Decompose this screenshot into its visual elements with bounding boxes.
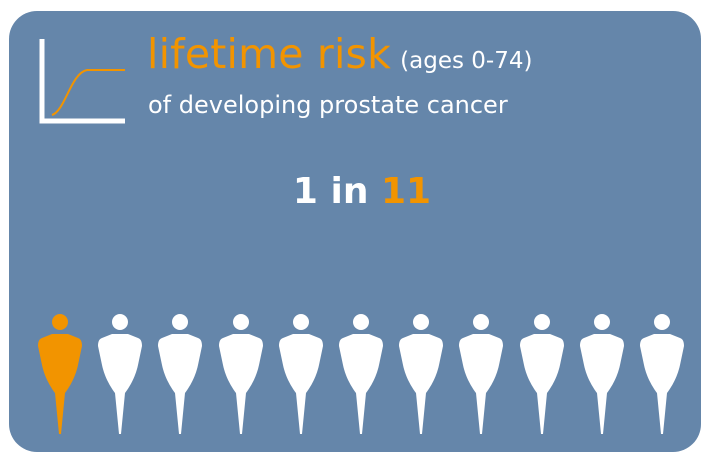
risk-ratio: 1 in 11	[9, 171, 701, 212]
title: lifetime risk (ages 0-74)	[147, 30, 532, 78]
ratio-denominator: 11	[381, 171, 432, 212]
person-icon	[640, 314, 684, 434]
person-icon-highlighted	[38, 314, 82, 434]
ratio-prefix: 1	[292, 171, 318, 212]
person-icon	[339, 314, 383, 434]
person-icon	[98, 314, 143, 434]
ratio-connector: in	[330, 171, 369, 212]
title-main: lifetime risk	[147, 30, 392, 78]
person-icon	[399, 314, 444, 434]
risk-curve-icon	[39, 39, 125, 124]
person-icon	[158, 314, 203, 434]
person-icon	[459, 314, 504, 434]
person-icon	[218, 314, 263, 434]
people-row	[35, 313, 684, 435]
person-icon	[278, 314, 323, 434]
infographic-card: lifetime risk (ages 0-74) of developing …	[9, 11, 701, 452]
person-icon	[579, 314, 624, 434]
person-icon	[519, 314, 564, 434]
subtitle: of developing prostate cancer	[148, 91, 508, 119]
title-ages: (ages 0-74)	[400, 48, 533, 74]
